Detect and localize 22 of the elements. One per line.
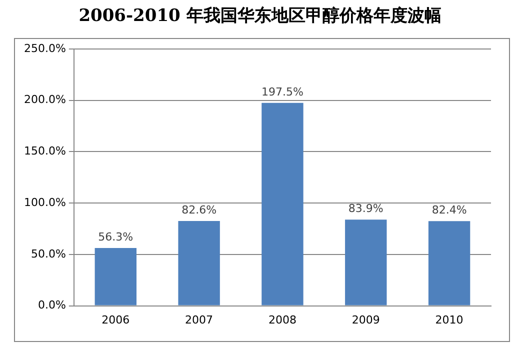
y-tick-label: 50.0%	[30, 247, 66, 260]
x-tick-label: 2009	[352, 313, 380, 326]
bar	[345, 220, 387, 306]
data-label: 197.5%	[261, 85, 304, 98]
data-label: 83.9%	[348, 202, 384, 215]
y-tick-label: 0.0%	[38, 298, 66, 312]
bar	[178, 220, 220, 306]
x-tick-label: 2006	[102, 313, 130, 326]
chart-title: 2006-2010 年我国华东地区甲醇价格年度波幅	[78, 5, 442, 27]
y-tick-label: 200.0%	[24, 93, 66, 106]
bar	[428, 221, 470, 306]
y-tick-label: 150.0%	[24, 144, 66, 158]
data-label: 82.6%	[182, 203, 217, 216]
x-tick-label: 2010	[435, 313, 464, 326]
data-label: 82.4%	[432, 204, 467, 217]
x-tick-label: 2007	[185, 313, 214, 326]
bar	[94, 248, 136, 306]
y-tick-label: 100.0%	[24, 196, 66, 209]
y-tick-label: 250.0%	[24, 42, 66, 55]
bar	[262, 102, 304, 306]
data-label: 56.3%	[98, 230, 134, 244]
x-tick-label: 2008	[268, 313, 296, 326]
